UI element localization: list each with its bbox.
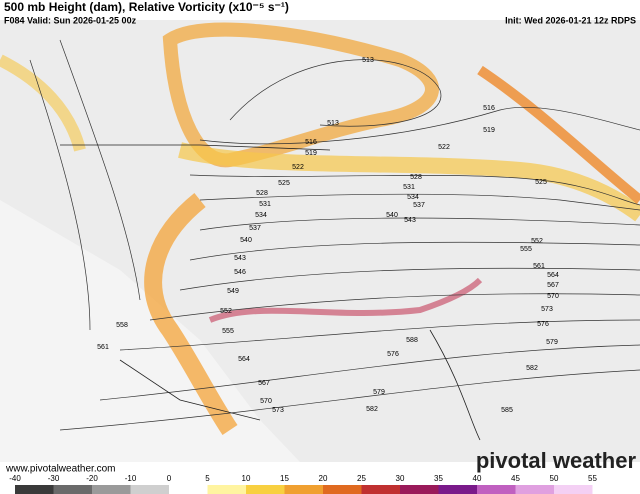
contour-label: 537 <box>413 202 425 209</box>
colorbar-tick-label: 10 <box>242 474 251 483</box>
contour-label: 576 <box>537 321 549 328</box>
contour-label: 582 <box>366 406 378 413</box>
contour-label: 576 <box>387 351 399 358</box>
colorbar-segment <box>169 485 208 494</box>
contour-label: 564 <box>547 272 559 279</box>
colorbar-segment <box>438 485 477 494</box>
colorbar-tick-label: 0 <box>167 474 172 483</box>
contour-label: 579 <box>373 389 385 396</box>
colorbar-segment <box>400 485 439 494</box>
land-shade <box>0 200 300 462</box>
colorbar-tick-label: -30 <box>48 474 60 483</box>
contour-label: 543 <box>404 217 416 224</box>
colorbar-tick-label: 20 <box>319 474 328 483</box>
contour-label: 528 <box>410 174 422 181</box>
contour-label: 549 <box>227 288 239 295</box>
height-contours <box>29 39 640 431</box>
contour-label: 531 <box>259 201 271 208</box>
contour-label: 567 <box>547 282 559 289</box>
website: www.pivotalweather.com <box>5 464 116 475</box>
contour-label: 573 <box>541 306 553 313</box>
borders <box>60 144 481 441</box>
vorticity-band <box>477 65 640 204</box>
contour-label: 561 <box>97 344 109 351</box>
contour-label: 516 <box>305 139 317 146</box>
colorbar-tick-label: 30 <box>396 474 405 483</box>
contour-label: 570 <box>260 398 272 405</box>
colorbar-tick-label: -40 <box>9 474 21 483</box>
contour-label: 528 <box>256 190 268 197</box>
colorbar-tick-label: 40 <box>473 474 482 483</box>
contour-label: 513 <box>362 57 374 64</box>
contour-label: 570 <box>547 293 559 300</box>
contour-label: 519 <box>483 127 495 134</box>
contour-label: 564 <box>238 356 250 363</box>
colorbar-segment <box>515 485 554 494</box>
colorbar-tick-label: 35 <box>434 474 443 483</box>
contour-label: 582 <box>526 365 538 372</box>
colorbar-tick-label: 5 <box>205 474 210 483</box>
contour-label: 573 <box>272 407 284 414</box>
contour-label: 588 <box>406 337 418 344</box>
colorbar-segment <box>592 485 631 494</box>
contour-label: 546 <box>234 269 246 276</box>
colorbar-tick-label: 50 <box>550 474 559 483</box>
colorbar-segment <box>207 485 246 494</box>
colorbar-tick-label: 25 <box>357 474 366 483</box>
colorbar-segment <box>246 485 285 494</box>
valid-time: F084 Valid: Sun 2026-01-25 00z <box>4 15 137 25</box>
vorticity-band <box>208 277 483 323</box>
contour-label: 537 <box>249 225 261 232</box>
colorbar-tick-label: -10 <box>125 474 137 483</box>
contour-label: 525 <box>535 179 547 186</box>
init-time: Init: Wed 2026-01-21 12z RDPS <box>505 15 636 25</box>
colorbar-segment <box>554 485 593 494</box>
colorbar-segment <box>53 485 92 494</box>
contour-label: 540 <box>386 212 398 219</box>
contour-label: 522 <box>438 144 450 151</box>
contour-label: 543 <box>234 255 246 262</box>
colorbar-tick-label: -20 <box>86 474 98 483</box>
contour-label: 519 <box>305 150 317 157</box>
contour-label: 567 <box>258 380 270 387</box>
colorbar-tick-label: 55 <box>588 474 597 483</box>
contour-label: 534 <box>407 194 419 201</box>
colorbar-tick-label: 15 <box>280 474 289 483</box>
vorticity-band <box>0 54 86 152</box>
contour-label: 534 <box>255 212 267 219</box>
logo: pivotal weather <box>476 448 637 473</box>
contour-label: 522 <box>292 164 304 171</box>
contour-label: 555 <box>222 328 234 335</box>
colorbar-tick-label: 45 <box>511 474 520 483</box>
map-title: 500 mb Height (dam), Relative Vorticity … <box>4 0 289 14</box>
contour-label: 513 <box>327 120 339 127</box>
contour-label: 585 <box>501 407 513 414</box>
colorbar-segment <box>477 485 516 494</box>
colorbar-segment <box>284 485 323 494</box>
contour-label: 561 <box>533 263 545 270</box>
contour-label: 540 <box>240 237 252 244</box>
contour-label: 531 <box>403 184 415 191</box>
contour-label: 555 <box>520 246 532 253</box>
contour-label: 552 <box>531 238 543 245</box>
colorbar-segment <box>92 485 131 494</box>
colorbar-segment <box>361 485 400 494</box>
contour-label: 552 <box>220 308 232 315</box>
contour-label: 558 <box>116 322 128 329</box>
contour-label: 516 <box>483 105 495 112</box>
colorbar-segment <box>130 485 169 494</box>
header-bar <box>0 0 640 20</box>
colorbar-segment <box>323 485 362 494</box>
colorbar-segment <box>15 485 54 494</box>
contour-label: 525 <box>278 180 290 187</box>
vorticity-band <box>144 192 238 435</box>
contour-label: 579 <box>546 339 558 346</box>
